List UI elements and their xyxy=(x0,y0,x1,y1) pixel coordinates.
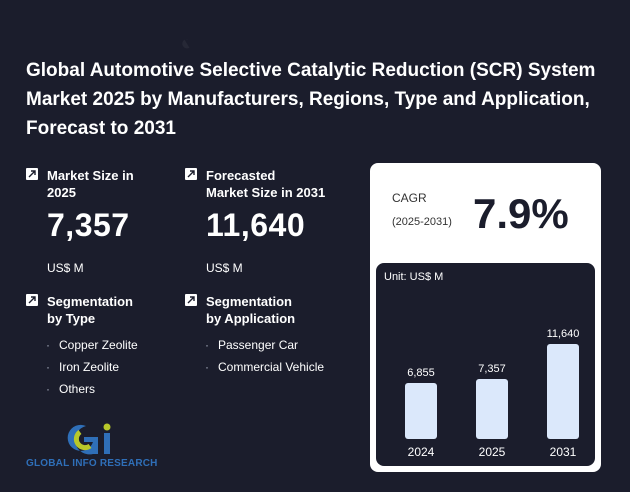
list-item: · Others xyxy=(46,382,96,396)
seg-type-item: Others xyxy=(59,382,96,396)
segmentation-application-list: · Passenger Car · Commercial Vehicle xyxy=(205,334,324,378)
logo-text: GLOBAL INFO RESEARCH xyxy=(26,458,158,469)
forecast-size-unit: US$ M xyxy=(206,261,243,275)
seg-type-item: Iron Zeolite xyxy=(59,360,120,374)
category-tick-label: 2025 xyxy=(479,445,506,459)
forecast-label-line1: Forecasted xyxy=(206,168,276,183)
forecast-label-line2: Market Size in 2031 xyxy=(206,185,326,200)
bar-2031 xyxy=(547,344,579,439)
category-tick-label: 2024 xyxy=(408,445,435,459)
bar-value-label: 7,357 xyxy=(478,363,506,375)
list-item: · Iron Zeolite xyxy=(46,360,120,374)
seg-type-line1: Segmentation xyxy=(47,294,133,309)
seg-app-line2: by Application xyxy=(206,311,296,326)
segmentation-type-list: · Copper Zeolite · Iron Zeolite · Others xyxy=(46,334,138,400)
arrow-up-right-icon xyxy=(185,168,197,180)
bar-chart: Unit: US$ M 6,855 2024 7,357 2025 11,640 2031 xyxy=(376,263,595,466)
arrow-up-right-icon xyxy=(26,168,38,180)
segmentation-application-block: Segmentation by Application · Passenger C… xyxy=(185,293,355,383)
seg-app-item: Commercial Vehicle xyxy=(218,360,325,374)
list-item: · Copper Zeolite xyxy=(46,338,138,352)
seg-type-line2: by Type xyxy=(47,311,96,326)
arrow-up-right-icon xyxy=(185,294,197,306)
segmentation-type-label: Segmentation by Type xyxy=(47,293,133,327)
logo-mark-icon xyxy=(67,423,111,455)
segmentation-type-block: Segmentation by Type · Copper Zeolite · Ir… xyxy=(26,293,176,403)
company-logo: GLOBAL INFO RESEARCH xyxy=(26,420,158,472)
market-size-unit: US$ M xyxy=(47,261,84,275)
cagr-label: CAGR xyxy=(392,191,427,205)
market-size-block: Market Size in 2025 7,357 US$ M xyxy=(26,167,176,277)
watermark: ◐ xyxy=(174,28,199,57)
cagr-value: 7.9% xyxy=(473,190,569,237)
forecast-size-block: Forecasted Market Size in 2031 11,640 US… xyxy=(185,167,355,277)
seg-app-line1: Segmentation xyxy=(206,294,292,309)
category-tick-label: 2031 xyxy=(550,445,577,459)
chart-unit-label: Unit: US$ M xyxy=(384,271,444,283)
forecast-size-label: Forecasted Market Size in 2031 xyxy=(206,167,325,201)
cagr-panel: CAGR (2025-2031) 7.9% Unit: US$ M 6,855 2… xyxy=(370,163,601,472)
list-item: · Commercial Vehicle xyxy=(205,360,325,374)
list-item: · Passenger Car xyxy=(205,338,299,352)
seg-app-item: Passenger Car xyxy=(218,338,299,352)
segmentation-application-label: Segmentation by Application xyxy=(206,293,295,327)
page-title: Global Automotive Selective Catalytic Re… xyxy=(26,60,596,139)
bar-chart-svg: 6,855 2024 7,357 2025 11,640 2031 xyxy=(405,328,580,459)
bar-2025 xyxy=(476,378,508,439)
bar-value-label: 11,640 xyxy=(547,328,580,340)
bar-value-label: 6,855 xyxy=(407,367,435,379)
forecast-size-value: 11,640 xyxy=(206,207,306,243)
market-size-value: 7,357 xyxy=(47,207,130,243)
cagr-period: (2025-2031) xyxy=(392,216,452,228)
arrow-up-right-icon xyxy=(26,294,38,306)
market-size-label: Market Size in 2025 xyxy=(47,168,134,200)
seg-type-item: Copper Zeolite xyxy=(59,338,138,352)
bar-2024 xyxy=(405,383,437,439)
